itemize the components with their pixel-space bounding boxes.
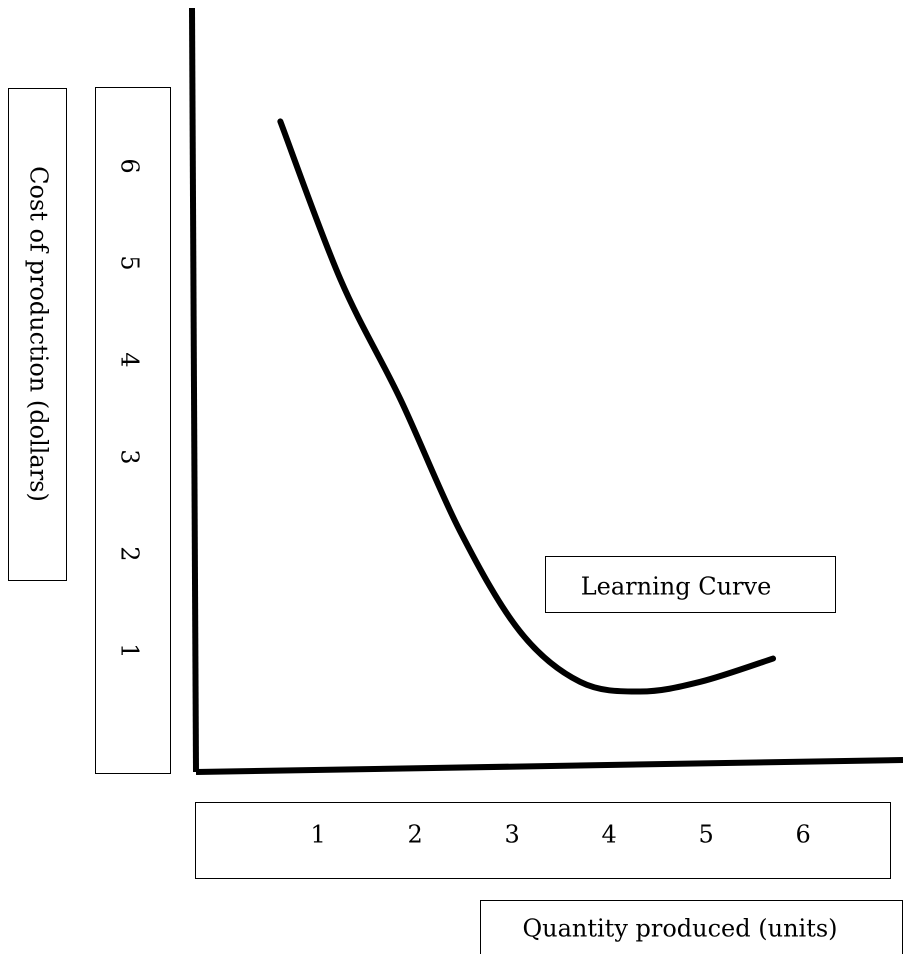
x-tick-label: 3 — [505, 821, 520, 849]
y-tick-label: 2 — [116, 546, 144, 561]
annotation-box — [545, 556, 836, 613]
annotation: Learning Curve — [581, 573, 772, 601]
x-label-box — [480, 900, 903, 954]
y-axis-label: Cost of production (dollars) — [25, 166, 53, 502]
x-tick-label: 6 — [795, 821, 810, 849]
y-tick-label: 4 — [116, 352, 144, 367]
y-tick-label: 5 — [116, 255, 144, 270]
y-axis — [189, 7, 199, 773]
x-tick-label: 1 — [311, 821, 326, 849]
curve — [277, 118, 777, 695]
x-tick-label: 5 — [698, 821, 713, 849]
x-tick-label: 2 — [408, 821, 423, 849]
y-label-box — [8, 88, 67, 581]
y-tick-label: 6 — [116, 158, 144, 173]
x-tick-label: 4 — [601, 821, 616, 849]
y-tick-label: 1 — [116, 643, 144, 658]
y-tick-box — [95, 87, 171, 774]
x-axis-label: Quantity produced (units) — [522, 915, 837, 943]
x-axis — [195, 757, 903, 775]
y-tick-label: 3 — [116, 449, 144, 464]
x-tick-box — [195, 802, 891, 879]
